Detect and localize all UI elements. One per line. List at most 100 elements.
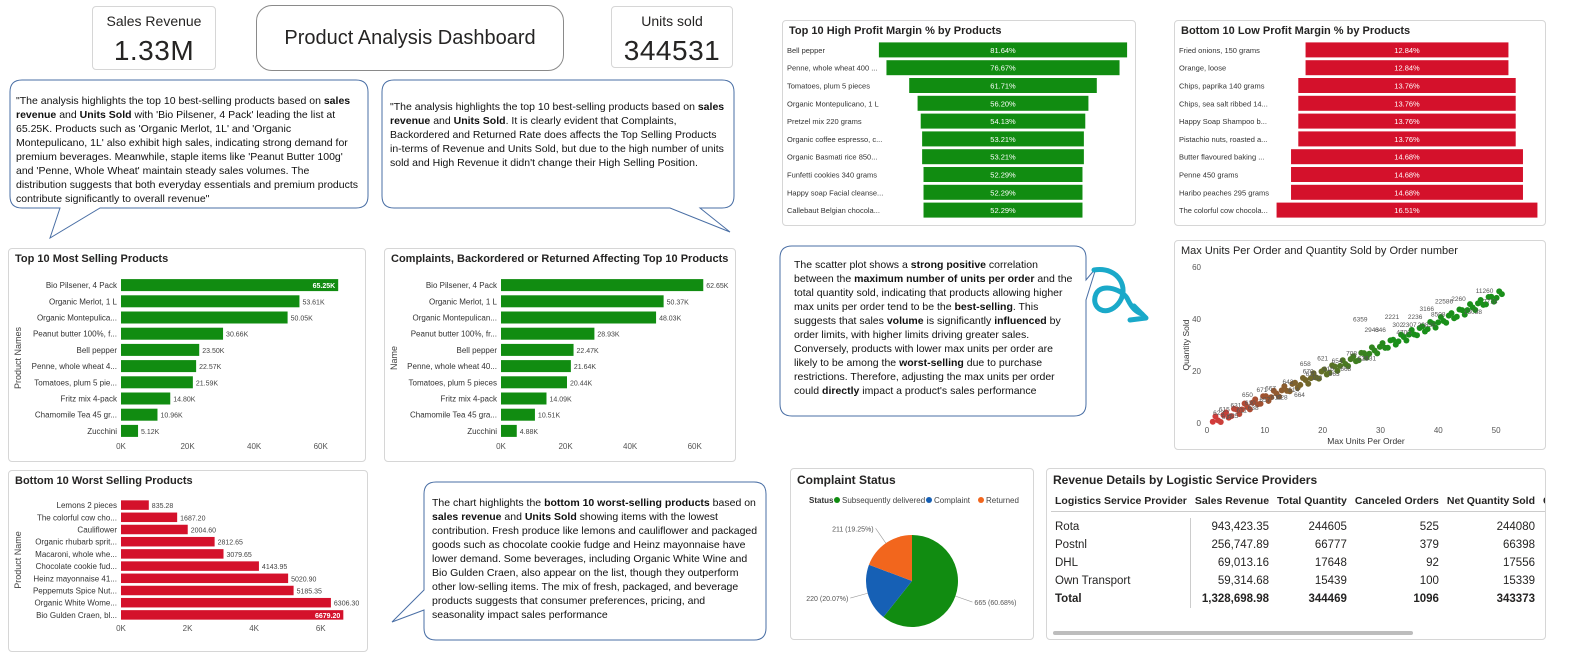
column-header[interactable]: Net Quantity Sold — [1442, 491, 1539, 512]
bar[interactable] — [121, 376, 193, 389]
scatter-point[interactable] — [1406, 331, 1413, 338]
scatter-point[interactable] — [1464, 307, 1471, 314]
scatter-point[interactable] — [1448, 310, 1455, 317]
bar[interactable] — [121, 343, 200, 356]
bar[interactable] — [501, 327, 595, 340]
scatter-point[interactable] — [1307, 375, 1314, 382]
scatter-point[interactable] — [1315, 375, 1322, 382]
scatter-point[interactable] — [1360, 350, 1367, 357]
bar[interactable] — [501, 408, 535, 421]
scatter-point[interactable] — [1355, 357, 1362, 364]
bar[interactable] — [121, 500, 149, 510]
scatter-point[interactable] — [1326, 369, 1333, 376]
bar[interactable] — [922, 149, 1084, 165]
scatter-point[interactable] — [1493, 294, 1500, 301]
bar[interactable] — [121, 512, 178, 523]
scatter-point[interactable] — [1252, 396, 1259, 403]
bar[interactable] — [1291, 149, 1523, 165]
scatter-point[interactable] — [1337, 362, 1344, 369]
bar[interactable] — [501, 424, 517, 437]
scatter-point[interactable] — [1395, 338, 1402, 345]
bar[interactable] — [1305, 42, 1509, 58]
scatter-point[interactable] — [1477, 296, 1484, 303]
bar[interactable] — [923, 184, 1083, 200]
bar[interactable] — [121, 424, 139, 437]
scatter-point[interactable] — [1228, 413, 1235, 420]
bar[interactable] — [501, 279, 704, 292]
bar[interactable] — [501, 376, 567, 389]
scatter-point[interactable] — [1233, 406, 1240, 413]
scatter-point[interactable] — [1453, 313, 1460, 320]
scatter-point[interactable] — [1498, 291, 1505, 298]
scatter-point[interactable] — [1292, 379, 1299, 386]
bar[interactable] — [922, 131, 1084, 147]
pie-slice[interactable] — [868, 535, 912, 581]
scatter-point[interactable] — [1276, 393, 1283, 400]
scatter-point[interactable] — [1236, 411, 1243, 418]
bar[interactable] — [501, 311, 657, 324]
bar[interactable] — [1298, 78, 1516, 93]
scatter-point[interactable] — [1334, 367, 1341, 374]
scatter-point[interactable] — [1257, 400, 1264, 407]
bar[interactable] — [121, 392, 171, 405]
scatter-point[interactable] — [1217, 419, 1224, 426]
legend-entry[interactable]: Returned — [986, 496, 1019, 505]
scatter-point[interactable] — [1345, 363, 1352, 370]
bar[interactable] — [121, 536, 215, 547]
bar[interactable] — [923, 167, 1083, 182]
scatter-point[interactable] — [1246, 406, 1253, 413]
scatter-point[interactable] — [1268, 394, 1275, 401]
scatter-point[interactable] — [1461, 311, 1468, 318]
bar[interactable] — [1276, 202, 1538, 218]
scatter-point[interactable] — [1350, 353, 1357, 360]
bar[interactable] — [920, 113, 1086, 129]
bar[interactable] — [121, 549, 224, 559]
legend-entry[interactable]: Subsequently delivered — [842, 496, 925, 505]
scatter-point[interactable] — [1262, 393, 1269, 400]
scatter-point[interactable] — [1408, 327, 1415, 334]
scatter-point[interactable] — [1419, 323, 1426, 330]
scatter-point[interactable] — [1286, 388, 1293, 395]
bar[interactable] — [1298, 95, 1516, 111]
scatter-point[interactable] — [1374, 350, 1381, 357]
scatter-point[interactable] — [1390, 336, 1397, 343]
scatter-point[interactable] — [1379, 340, 1386, 347]
scatter-point[interactable] — [1305, 380, 1312, 387]
scatter-point[interactable] — [1331, 363, 1338, 370]
bar[interactable] — [1298, 113, 1516, 129]
pie-slice[interactable] — [883, 535, 958, 627]
scatter-point[interactable] — [1424, 326, 1431, 333]
scatter-point[interactable] — [1488, 293, 1495, 300]
bar[interactable] — [121, 311, 288, 324]
column-header[interactable]: Total Quantity — [1273, 491, 1351, 512]
scatter-point[interactable] — [1414, 332, 1421, 339]
bar[interactable] — [1305, 60, 1509, 76]
bar[interactable] — [501, 343, 574, 356]
bar[interactable] — [917, 95, 1089, 111]
bar[interactable] — [886, 60, 1120, 76]
scatter-point[interactable] — [1384, 344, 1391, 351]
scatter-point[interactable] — [1443, 319, 1450, 326]
bar[interactable] — [121, 610, 344, 620]
bar[interactable] — [501, 360, 571, 373]
scatter-point[interactable] — [1209, 418, 1216, 425]
bar[interactable] — [121, 597, 331, 608]
bar[interactable] — [121, 585, 294, 596]
scatter-point[interactable] — [1403, 337, 1410, 344]
bar[interactable] — [1298, 131, 1516, 147]
bar[interactable] — [121, 573, 289, 584]
scatter-point[interactable] — [1223, 409, 1230, 416]
legend-entry[interactable]: Complaint — [934, 496, 971, 505]
bar[interactable] — [121, 524, 188, 535]
bar[interactable] — [878, 42, 1128, 58]
bar[interactable] — [121, 360, 197, 373]
scatter-point[interactable] — [1238, 406, 1245, 413]
column-header[interactable]: Canceled Orders — [1350, 491, 1443, 512]
scatter-point[interactable] — [1432, 324, 1439, 331]
bar[interactable] — [121, 279, 339, 292]
bar[interactable] — [121, 408, 158, 421]
scatter-point[interactable] — [1366, 350, 1373, 357]
bar[interactable] — [923, 202, 1083, 218]
column-header[interactable]: Sales Revenue — [1190, 491, 1274, 512]
scatter-point[interactable] — [1281, 383, 1288, 390]
